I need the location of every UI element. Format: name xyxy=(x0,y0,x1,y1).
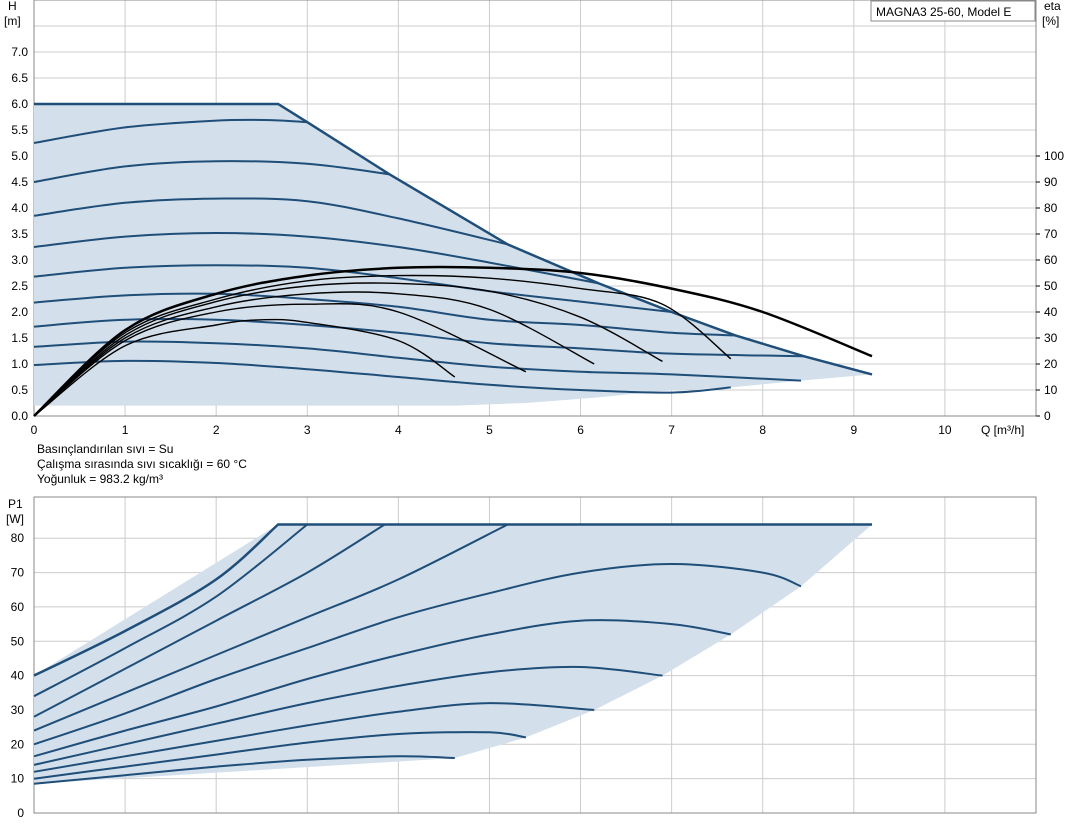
y-axis-name: H xyxy=(8,0,17,13)
y2-tick-label: 40 xyxy=(1044,305,1058,319)
y2-tick-label: 70 xyxy=(1044,227,1058,241)
y-tick-label: 3.0 xyxy=(11,253,28,267)
y2-tick-label: 50 xyxy=(1044,279,1058,293)
y-tick-label: 2.0 xyxy=(11,305,28,319)
y-tick-label: 6.0 xyxy=(11,97,28,111)
head-curve xyxy=(33,318,804,358)
power-curve xyxy=(33,523,509,732)
x-tick-label: 9 xyxy=(850,423,857,437)
y-tick-label: 40 xyxy=(11,669,25,683)
y2-tick-label: 10 xyxy=(1044,383,1058,397)
power-curve xyxy=(33,755,455,785)
power-curve xyxy=(33,665,663,766)
x-tick-label: 8 xyxy=(759,423,766,437)
x-tick-label: 1 xyxy=(122,423,129,437)
efficiency-curve xyxy=(33,282,663,417)
x-tick-label: 10 xyxy=(938,423,952,437)
power-curve xyxy=(33,523,308,698)
head-curve xyxy=(33,160,390,183)
head-curve xyxy=(33,359,731,394)
power-curve xyxy=(33,562,802,746)
y-tick-label: 60 xyxy=(11,600,25,614)
power-axis-unit: [W] xyxy=(6,512,24,526)
model-label: MAGNA3 25-60, Model E xyxy=(876,5,1011,19)
power-curve xyxy=(33,619,731,758)
y-tick-label: 6.5 xyxy=(11,71,28,85)
x-tick-label: 2 xyxy=(213,423,220,437)
y-tick-label: 5.5 xyxy=(11,123,28,137)
y-tick-label: 7.0 xyxy=(11,45,28,59)
y-tick-label: 30 xyxy=(11,703,25,717)
fluid-info-line: Basınçlandırılan sıvı = Su xyxy=(37,442,174,456)
head-curve xyxy=(33,231,599,285)
y-tick-label: 0.0 xyxy=(11,409,28,423)
power-plot-frame xyxy=(33,496,1037,814)
efficiency-curve xyxy=(33,302,527,417)
head-curve xyxy=(33,340,802,382)
y-tick-label: 10 xyxy=(11,772,25,786)
efficiency-curve xyxy=(33,265,873,417)
x-tick-label: 4 xyxy=(395,423,402,437)
power-axis-name: P1 xyxy=(8,497,23,511)
x-axis-label: Q [m³/h] xyxy=(981,423,1024,437)
efficiency-curve xyxy=(33,291,595,417)
y-tick-label: 3.5 xyxy=(11,227,28,241)
y-tick-label: 70 xyxy=(11,566,25,580)
head-curve xyxy=(33,197,508,246)
y-tick-label: 80 xyxy=(11,531,25,545)
y2-tick-label: 20 xyxy=(1044,357,1058,371)
y-tick-label: 5.0 xyxy=(11,149,28,163)
y2-axis-unit: [%] xyxy=(1042,14,1059,28)
x-tick-label: 7 xyxy=(668,423,675,437)
y2-tick-label: 100 xyxy=(1044,149,1064,163)
y-tick-label: 1.5 xyxy=(11,331,28,345)
efficiency-curve xyxy=(33,274,732,417)
y2-tick-label: 30 xyxy=(1044,331,1058,345)
y2-tick-label: 0 xyxy=(1044,409,1051,423)
y-tick-label: 4.5 xyxy=(11,175,28,189)
y2-tick-label: 80 xyxy=(1044,201,1058,215)
y-tick-label: 50 xyxy=(11,634,25,648)
y-axis-unit: [m] xyxy=(4,14,21,28)
max-head-curve xyxy=(34,102,873,376)
y-tick-label: 20 xyxy=(11,737,25,751)
head-flow-chart: 0 1 2 3 4 5 6 7 8 9 10 0.0 0.5 1.0 1.5 2.0 2.5 3.0 3.5 4.0 4… xyxy=(4,0,1064,437)
y-tick-label: 0 xyxy=(17,806,24,820)
x-tick-label: 3 xyxy=(304,423,311,437)
power-curve xyxy=(33,731,527,780)
head-curve xyxy=(33,292,736,337)
x-tick-label: 6 xyxy=(577,423,584,437)
power-envelope-fill xyxy=(34,524,873,784)
max-power-curve xyxy=(33,523,872,677)
x-tick-label: 0 xyxy=(31,423,38,437)
y-tick-label: 0.5 xyxy=(11,383,28,397)
density-info-line: Yoğunluk = 983.2 kg/m³ xyxy=(37,472,163,486)
y2-tick-label: 60 xyxy=(1044,253,1058,267)
power-curve xyxy=(33,523,386,718)
y2-axis-name: eta xyxy=(1044,0,1061,13)
model-label-box xyxy=(870,0,1036,22)
y2-tick-label: 90 xyxy=(1044,175,1058,189)
head-curve xyxy=(33,118,308,144)
temperature-info-line: Çalışma sırasında sıvı sıcaklığı = 60 °C xyxy=(37,457,247,471)
y-tick-label: 1.0 xyxy=(11,357,28,371)
x-tick-label: 5 xyxy=(486,423,493,437)
y-tick-label: 2.5 xyxy=(11,279,28,293)
power-curve xyxy=(33,702,595,773)
power-flow-chart: 0 10 20 30 40 50 60 70 80 P1[W] xyxy=(6,496,1037,820)
y-tick-label: 4.0 xyxy=(11,201,28,215)
head-envelope-fill xyxy=(34,104,873,406)
efficiency-curve xyxy=(33,318,456,417)
fluid-info: Basınçlandırılan sıvı = Su Çalışma sıras… xyxy=(37,442,247,487)
head-curve xyxy=(33,264,672,313)
